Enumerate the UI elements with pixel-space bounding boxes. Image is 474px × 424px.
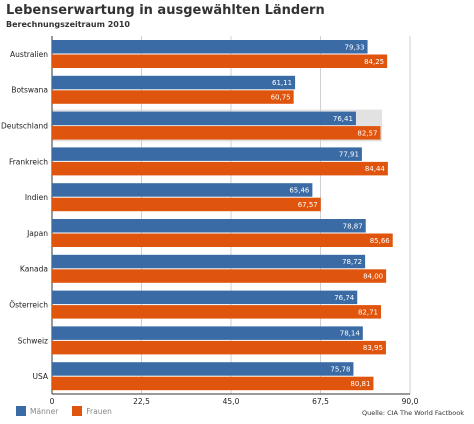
category-label: Japan [26, 229, 48, 238]
data-label: 78,87 [343, 222, 363, 230]
data-label: 76,74 [334, 294, 355, 302]
x-tick-label: 90,0 [402, 397, 419, 406]
bar [52, 305, 382, 319]
bar [52, 197, 321, 212]
bar [52, 219, 366, 233]
legend-swatch-maenner [16, 406, 26, 416]
bar [52, 147, 362, 161]
bar [52, 40, 368, 54]
data-label: 60,75 [271, 94, 291, 102]
category-label: Österreich [9, 301, 48, 310]
data-label: 80,81 [350, 380, 370, 388]
legend-label-maenner: Männer [30, 406, 59, 416]
bar [52, 90, 294, 104]
data-label: 84,25 [364, 58, 384, 66]
legend: Männer Frauen [16, 406, 112, 416]
category-label: USA [32, 372, 48, 381]
data-label: 65,46 [289, 186, 310, 194]
bar [52, 183, 313, 197]
x-tick-label: 67,5 [312, 397, 329, 406]
legend-swatch-frauen [72, 406, 83, 416]
data-label: 84,00 [363, 273, 383, 281]
data-label: 79,33 [345, 43, 365, 51]
category-label: Schweiz [18, 336, 48, 345]
data-label: 85,66 [370, 237, 391, 245]
bar [52, 54, 388, 68]
bar [52, 111, 356, 126]
bar [52, 376, 374, 391]
data-label: 61,11 [272, 79, 292, 87]
bar [52, 326, 363, 340]
source-note: Quelle: CIA The World Factbook [361, 409, 464, 417]
bar [52, 233, 393, 247]
category-label: Deutschland [1, 122, 48, 131]
category-label: Australien [10, 50, 48, 59]
data-label: 78,14 [340, 330, 361, 338]
bar [52, 290, 358, 305]
data-label: 82,57 [357, 129, 377, 137]
chart-subtitle: Berechnungszeitraum 2010 [6, 20, 130, 29]
data-label: 67,57 [298, 201, 318, 209]
data-label: 77,91 [339, 151, 359, 159]
data-label: 82,71 [358, 308, 378, 316]
category-label: Botswana [11, 86, 48, 95]
bar [52, 362, 354, 376]
x-tick-label: 45,0 [223, 397, 240, 406]
category-label: Kanada [20, 265, 48, 274]
bar [52, 254, 366, 269]
data-label: 84,44 [365, 165, 386, 173]
data-label: 78,72 [342, 258, 362, 266]
category-label: Indien [25, 193, 48, 202]
data-label: 76,41 [333, 115, 353, 123]
bar [52, 269, 387, 283]
bar [52, 75, 296, 90]
x-tick-label: 22,5 [133, 397, 150, 406]
category-label: Frankreich [9, 157, 48, 166]
data-label: 83,95 [363, 344, 383, 352]
chart-title: Lebenserwartung in ausgewählten Ländern [6, 3, 325, 18]
x-tick-label: 0 [50, 397, 55, 406]
bar [52, 161, 388, 176]
bar [52, 340, 386, 355]
legend-label-frauen: Frauen [86, 406, 112, 416]
bar [52, 126, 381, 140]
data-label: 75,78 [330, 365, 350, 373]
